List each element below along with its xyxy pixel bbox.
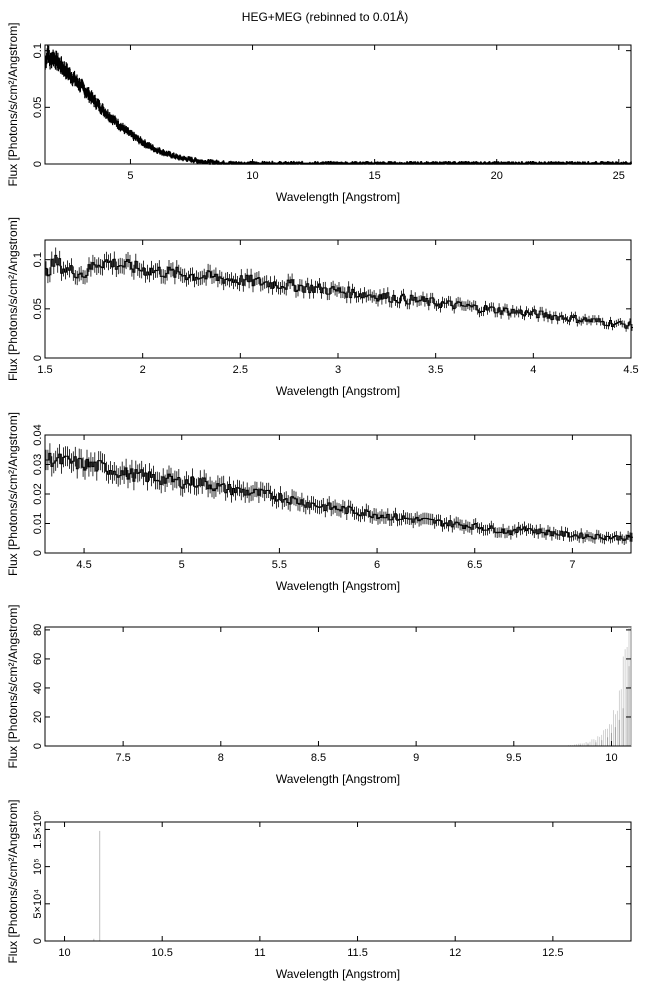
x-tick-label: 4.5 (76, 559, 91, 571)
x-tick-label: 4 (530, 364, 536, 376)
y-tick-label: 60 (32, 653, 44, 665)
x-tick-label: 12.5 (542, 947, 563, 959)
y-tick-label: 0.02 (32, 483, 44, 504)
x-axis-label: Wavelength [Angstrom] (276, 772, 400, 786)
x-axis-label: Wavelength [Angstrom] (276, 967, 400, 981)
x-tick-label: 1.5 (37, 364, 52, 376)
x-axis-label: Wavelength [Angstrom] (276, 190, 400, 204)
x-tick-label: 5 (179, 559, 185, 571)
series-line (45, 452, 633, 541)
plot-frame (44, 44, 632, 165)
x-tick-label: 4.5 (623, 364, 638, 376)
y-tick-label: 0 (32, 550, 44, 556)
y-tick-label: 0.03 (32, 454, 44, 475)
series-error-bars (568, 627, 632, 746)
x-tick-label: 3 (335, 364, 341, 376)
y-axis-label: Flux [Photons/s/cm²/Angstrom] (6, 604, 20, 768)
series-line (44, 49, 632, 165)
x-tick-label: 9.5 (506, 752, 521, 764)
panel-2: 1.5 2 2.5 3 3.5 4 4.5 0 0.05 0.1 Wavelength [Angst… (6, 217, 639, 398)
y-tick-label: 20 (32, 711, 44, 723)
x-tick-label: 10.5 (151, 947, 172, 959)
x-axis-label: Wavelength [Angstrom] (276, 579, 400, 593)
y-tick-label: 0 (32, 938, 44, 944)
y-tick-label: 0.05 (32, 298, 44, 319)
series-error-bars (45, 443, 633, 545)
y-axis-label: Flux [Photons/s/cm²/Angstrom] (6, 799, 20, 963)
x-tick-label: 15 (369, 170, 381, 182)
y-tick-label: 40 (32, 682, 44, 694)
x-tick-label: 6 (374, 559, 380, 571)
x-axis-label: Wavelength [Angstrom] (276, 384, 400, 398)
panel-4: 7.5 8 8.5 9 9.5 10 0 20 40 60 80 Wavelength [Angstr… (6, 604, 632, 786)
x-tick-label: 8 (218, 752, 224, 764)
x-tick-label: 8.5 (311, 752, 326, 764)
series-line (45, 254, 633, 329)
y-axis-label: Flux [Photons/s/cm²/Angstrom] (6, 22, 20, 186)
y-tick-label: 0.1 (32, 252, 44, 267)
panel-1: 5 10 15 20 25 0 0.05 0.1 Wavelength [Angstrom] Fl… (6, 22, 632, 204)
x-tick-label: 5 (127, 170, 133, 182)
plot-frame (44, 434, 632, 554)
y-axis-label: Flux [Photons/s/cm²/Angstrom] (6, 217, 20, 381)
y-tick-label: 0.1 (32, 43, 44, 58)
x-tick-label: 11 (254, 947, 265, 959)
x-tick-label: 10 (605, 752, 617, 764)
x-tick-label: 20 (491, 170, 503, 182)
x-tick-label: 2.5 (233, 364, 248, 376)
x-tick-label: 25 (613, 170, 625, 182)
x-tick-label: 9 (413, 752, 419, 764)
y-axis-label: Flux [Photons/s/cm²/Angstrom] (6, 412, 20, 576)
x-tick-label: 10 (246, 170, 258, 182)
x-tick-label: 2 (140, 364, 146, 376)
series-error-bars (45, 247, 633, 332)
y-tick-label: 0.01 (32, 513, 44, 534)
y-tick-label: 0 (32, 161, 44, 167)
x-tick-label: 6.5 (467, 559, 482, 571)
plot-frame (44, 239, 632, 359)
x-tick-label: 11.5 (347, 947, 368, 959)
y-tick-label: 0 (32, 743, 44, 749)
x-tick-label: 7 (569, 559, 575, 571)
y-tick-label: 0.04 (32, 424, 44, 445)
y-tick-label: 0 (32, 355, 44, 361)
y-tick-label: 0.05 (32, 97, 44, 118)
x-tick-label: 5.5 (272, 559, 287, 571)
y-tick-label: 10⁵ (32, 858, 44, 875)
panel-3: 4.5 5 5.5 6 6.5 7 0 0.01 0.02 0.03 0.04 Wavelength … (6, 412, 633, 593)
y-tick-label: 5×10⁴ (32, 889, 44, 919)
x-tick-label: 7.5 (115, 752, 130, 764)
y-tick-label: 80 (32, 624, 44, 636)
figure-title: HEG+MEG (rebinned to 0.01Å) (241, 10, 409, 24)
x-tick-label: 3.5 (428, 364, 443, 376)
series-error-bars (44, 45, 632, 164)
x-tick-label: 12 (449, 947, 461, 959)
panel-5: 10 10.5 11 11.5 12 12.5 0 5×10⁴ 10⁵ 1.5×10⁵ Wavele… (6, 799, 632, 981)
plot-frame (44, 626, 632, 747)
x-tick-label: 10 (58, 947, 70, 959)
y-tick-label: 1.5×10⁵ (32, 810, 44, 849)
plot-frame (44, 821, 632, 942)
